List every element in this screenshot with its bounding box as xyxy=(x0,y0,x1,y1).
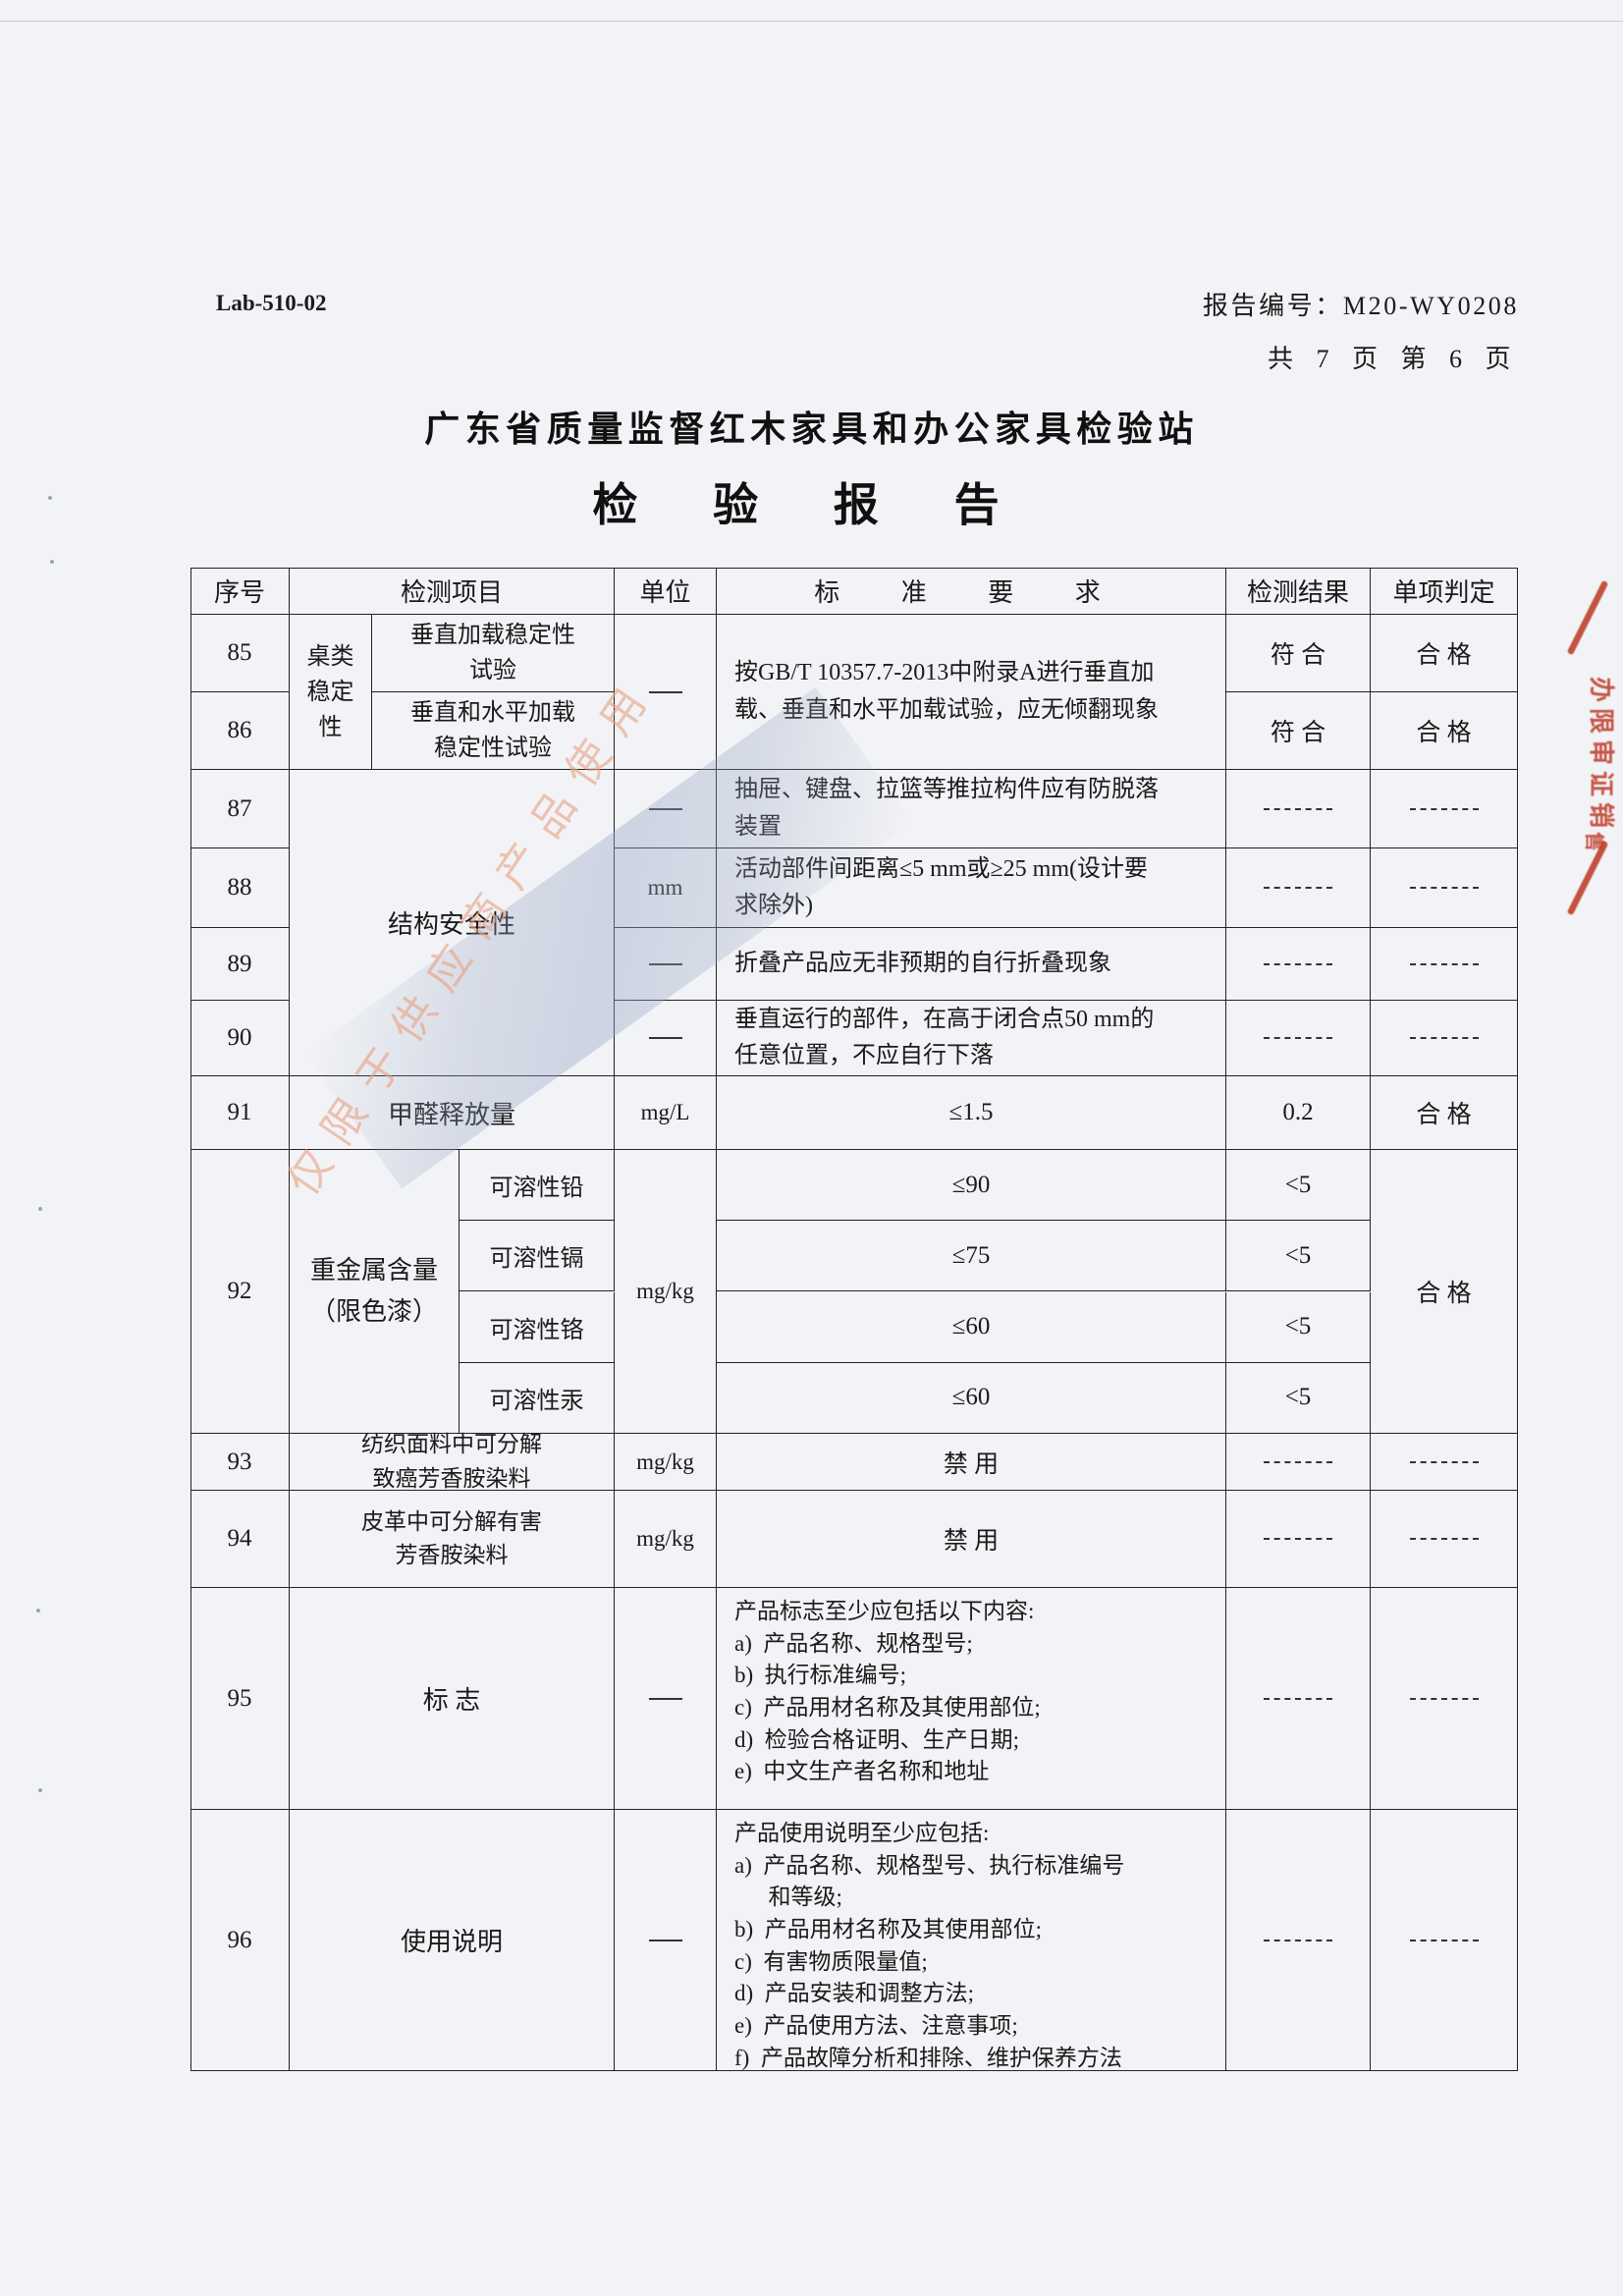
svg-text:证: 证 xyxy=(1587,771,1616,796)
svg-text:限: 限 xyxy=(1587,708,1616,734)
svg-text:办: 办 xyxy=(1587,677,1616,702)
svg-text:审: 审 xyxy=(1587,739,1616,765)
svg-text:销: 销 xyxy=(1587,802,1616,828)
svg-text:售: 售 xyxy=(1583,832,1606,851)
